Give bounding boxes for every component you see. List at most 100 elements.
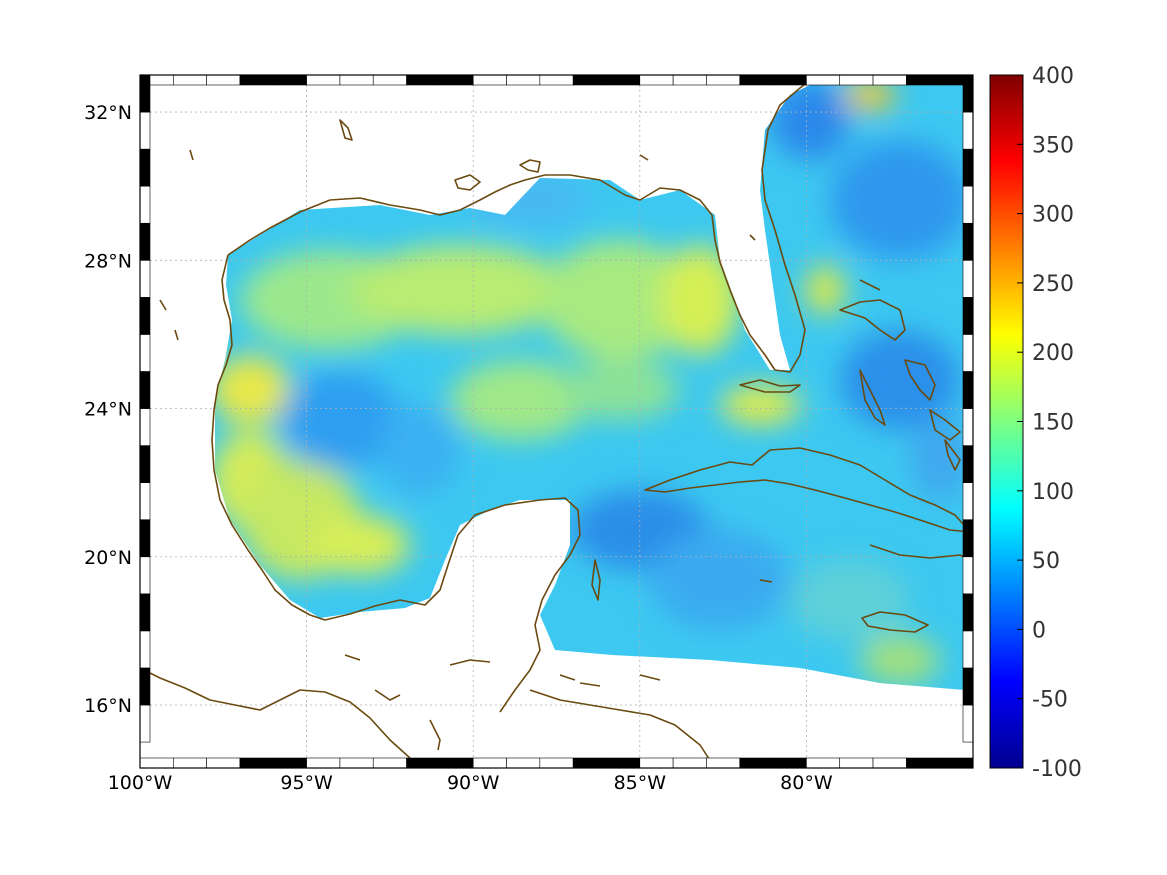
frame-segment-top	[239, 74, 274, 86]
colorbar-tick-label: -100	[1032, 757, 1082, 782]
lat-tick-label: 32°N	[84, 102, 132, 124]
colorbar-tick-label: 200	[1032, 341, 1074, 366]
frame-segment-right	[962, 148, 974, 187]
frame-segment-top	[306, 74, 341, 86]
frame-segment-right	[962, 704, 974, 743]
frame-segment-left	[139, 371, 151, 409]
frame-segment-left	[139, 111, 151, 150]
frame-segment-top	[539, 74, 574, 86]
frame-segment-bottom	[506, 757, 541, 769]
lat-tick-label: 20°N	[84, 547, 132, 569]
map-gridlines	[140, 75, 973, 768]
longitude-labels: 100°W 95°W 90°W 85°W 80°W	[108, 772, 833, 794]
frame-segment-bottom	[139, 757, 174, 769]
lon-tick-label: 80°W	[780, 772, 833, 794]
frame-segment-right	[962, 667, 974, 706]
frame-segment-right	[962, 334, 974, 372]
frame-segment-top	[406, 74, 441, 86]
frame-segment-right	[962, 408, 974, 446]
frame-segment-left	[139, 74, 151, 113]
frame-segment-left	[139, 222, 151, 261]
frame-segment-bottom	[939, 757, 974, 769]
frame-segment-bottom	[239, 757, 274, 769]
frame-segment-bottom	[739, 757, 774, 769]
frame-segment-right	[962, 556, 974, 595]
frame-segment-bottom	[372, 757, 407, 769]
frame-segment-left	[139, 630, 151, 669]
frame-segment-top	[739, 74, 774, 86]
lat-tick-label: 24°N	[84, 399, 132, 421]
frame-segment-left	[139, 667, 151, 706]
frame-segment-bottom	[306, 757, 341, 769]
frame-segment-left	[139, 482, 151, 521]
frame-segment-top	[772, 74, 807, 86]
frame-segment-bottom	[439, 757, 474, 769]
frame-segment-left	[139, 445, 151, 483]
frame-segment-top	[173, 74, 207, 86]
frame-segment-left	[139, 185, 151, 224]
frame-segment-bottom	[472, 757, 507, 769]
frame-segment-top	[506, 74, 541, 86]
frame-segment-bottom	[339, 757, 374, 769]
colorbar-tick-label: 400	[1032, 64, 1074, 89]
frame-segment-top	[439, 74, 474, 86]
colorbar-tick-label: 350	[1032, 133, 1074, 158]
frame-segment-right	[962, 445, 974, 483]
frame-segment-right	[962, 482, 974, 521]
frame-segment-bottom	[906, 757, 940, 769]
frame-segment-right	[962, 74, 974, 113]
lon-tick-label: 95°W	[280, 772, 333, 794]
frame-segment-bottom	[672, 757, 707, 769]
colorbar-ticks: 400 350 300 250 200 150 100 50 0 -50 -100	[1017, 64, 1082, 782]
frame-segment-top	[639, 74, 674, 86]
frame-segment-left	[139, 519, 151, 558]
frame-segment-right	[962, 593, 974, 632]
coastline	[139, 76, 971, 769]
frame-segment-left	[139, 334, 151, 372]
frame-segment-top	[672, 74, 707, 86]
frame-segment-bottom	[872, 757, 907, 769]
colorbar-tick-label: 150	[1032, 411, 1074, 436]
frame-segment-top	[372, 74, 407, 86]
frame-segment-bottom	[706, 757, 741, 769]
frame-segment-left	[139, 704, 151, 743]
frame-segment-top	[339, 74, 374, 86]
frame-segment-top	[472, 74, 507, 86]
frame-segment-bottom	[572, 757, 607, 769]
frame-segment-top	[706, 74, 741, 86]
frame-segment-bottom	[639, 757, 674, 769]
colorbar: 400 350 300 250 200 150 100 50 0 -50 -100	[989, 64, 1082, 782]
frame-segment-left	[139, 259, 151, 298]
lat-tick-label: 16°N	[84, 695, 132, 717]
frame-segment-right	[962, 111, 974, 150]
frame-segment-right	[962, 297, 974, 335]
frame-segment-right	[962, 630, 974, 669]
colorbar-tick-label: -50	[1032, 688, 1068, 713]
map-frame	[139, 74, 974, 769]
lon-tick-label: 85°W	[614, 772, 667, 794]
frame-segment-right	[962, 519, 974, 558]
frame-segment-top	[839, 74, 874, 86]
latitude-labels: 32°N 28°N 24°N 20°N 16°N	[84, 102, 132, 717]
sst-field	[215, 80, 965, 690]
frame-segment-bottom	[206, 757, 241, 769]
frame-segment-top	[906, 74, 940, 86]
frame-segment-right	[962, 185, 974, 224]
colorbar-tick-label: 100	[1032, 480, 1074, 505]
frame-segment-bottom	[272, 757, 307, 769]
frame-segment-top	[572, 74, 607, 86]
frame-border	[139, 74, 974, 769]
frame-segment-bottom	[406, 757, 441, 769]
lon-tick-label: 100°W	[108, 772, 173, 794]
frame-segment-right	[962, 222, 974, 261]
colorbar-tick-label: 0	[1032, 618, 1046, 643]
lon-tick-label: 90°W	[447, 772, 500, 794]
frame-segment-left	[139, 593, 151, 632]
colorbar-tick-label: 300	[1032, 203, 1074, 228]
frame-segment-right	[962, 259, 974, 298]
frame-segment-top	[606, 74, 641, 86]
frame-segment-bottom	[806, 757, 841, 769]
frame-segment-left	[139, 297, 151, 335]
frame-segment-right	[962, 371, 974, 409]
